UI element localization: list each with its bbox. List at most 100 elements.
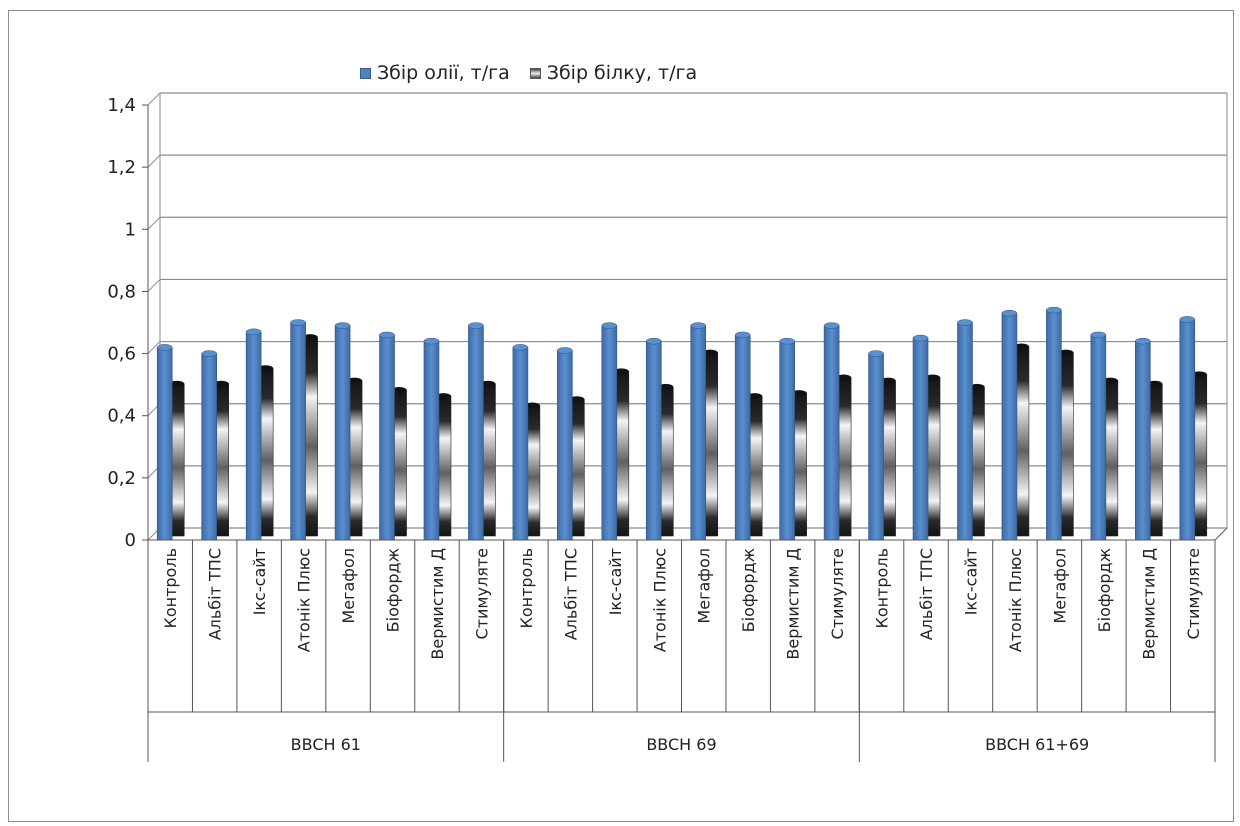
y-tick-label: 1	[125, 219, 136, 240]
category-label: Альбіт ТПС	[206, 548, 225, 640]
category-label: Вермистим Д	[1139, 548, 1158, 660]
protein-bar-cap	[702, 349, 718, 356]
oil-bar-cap	[734, 331, 751, 339]
y-tick-label: 0,6	[107, 344, 136, 365]
oil-bar-cap	[1001, 309, 1018, 317]
oil-bar-cap	[1179, 316, 1196, 323]
oil-bar-cap	[912, 334, 929, 342]
category-label: Контроль	[517, 548, 536, 629]
gridline-diag	[147, 279, 161, 292]
category-label: Біофордж	[384, 548, 403, 632]
legend-swatch-protein	[529, 67, 541, 79]
oil-bar-cap	[290, 319, 306, 326]
protein-bar-cap	[1013, 343, 1029, 350]
y-tick-label: 0	[125, 530, 136, 551]
oil-bar	[423, 340, 440, 541]
protein-bar-cap	[258, 365, 274, 372]
oil-bar	[290, 322, 306, 541]
category-label: Контроль	[161, 548, 180, 629]
oil-bar	[1135, 340, 1151, 541]
oil-bar-cap	[334, 322, 351, 329]
protein-bar-cap	[302, 334, 318, 341]
oil-bar-cap	[868, 350, 884, 357]
oil-bar-cap	[779, 337, 795, 345]
legend-item-oil: Збір олії, т/га	[360, 62, 510, 84]
category-label: Біофордж	[1095, 548, 1114, 632]
oil-bar-cap	[1090, 331, 1107, 339]
protein-bar-cap	[925, 374, 941, 381]
category-label: Ікс-сайт	[606, 548, 625, 615]
oil-bar-cap	[557, 347, 573, 354]
oil-bar-cap	[423, 337, 440, 345]
gridline-diag	[147, 341, 161, 354]
oil-bar	[957, 322, 973, 541]
category-label: Біофордж	[739, 548, 758, 632]
oil-bar	[1046, 309, 1062, 541]
category-label: Атонік Плюс	[295, 548, 314, 652]
oil-bar-cap	[1135, 337, 1151, 345]
protein-bar-cap	[836, 374, 852, 381]
oil-bar	[912, 337, 929, 541]
y-tick-label: 1,4	[107, 95, 136, 116]
category-label: Стимуляте	[828, 548, 847, 639]
category-label: Мегафол	[695, 548, 714, 624]
oil-bar-cap	[646, 337, 662, 345]
protein-bar-cap	[880, 377, 896, 384]
legend-item-protein: Збір білку, т/га	[529, 62, 698, 84]
protein-bar-cap	[347, 377, 363, 384]
oil-bar-cap	[823, 322, 840, 329]
protein-bar-cap	[1058, 349, 1074, 356]
protein-bar-cap	[435, 393, 451, 400]
protein-bar-cap	[1147, 380, 1163, 387]
category-label: Контроль	[873, 548, 892, 629]
protein-bar-cap	[1191, 371, 1207, 378]
group-label: BBCH 61+69	[985, 735, 1089, 754]
floor-edge	[1214, 527, 1228, 541]
protein-bar-cap	[747, 393, 763, 400]
oil-bar-cap	[156, 344, 173, 351]
oil-bar-cap	[1046, 306, 1062, 314]
category-label: Альбіт ТПС	[561, 548, 580, 640]
oil-bar-cap	[201, 350, 217, 357]
oil-bar	[1001, 312, 1018, 541]
category-label: Атонік Плюс	[1006, 548, 1025, 652]
oil-bar	[156, 347, 173, 541]
oil-bar-cap	[601, 322, 618, 329]
protein-bar-cap	[613, 368, 629, 375]
category-label: Ікс-сайт	[250, 548, 269, 615]
legend-swatch-oil	[360, 67, 371, 79]
legend-label-protein: Збір білку, т/га	[546, 62, 698, 84]
oil-bar	[734, 334, 751, 541]
oil-bar-cap	[957, 319, 973, 326]
oil-bar	[645, 340, 662, 541]
group-label: BBCH 69	[646, 735, 716, 754]
legend: Збір олії, т/га Збір білку, т/га	[360, 62, 697, 84]
category-label: Мегафол	[339, 548, 358, 624]
category-label: Стимуляте	[1184, 548, 1203, 639]
gridline-diag	[147, 154, 161, 168]
chart-frame	[8, 10, 1234, 822]
category-label: Альбіт ТПС	[917, 548, 936, 640]
y-tick-label: 0,4	[107, 406, 136, 427]
oil-bar	[868, 353, 884, 541]
oil-bar	[1090, 334, 1107, 541]
oil-bar-cap	[468, 322, 484, 329]
oil-bar-cap	[245, 328, 262, 336]
protein-bar-cap	[658, 383, 674, 390]
legend-label-oil: Збір олії, т/га	[377, 62, 510, 84]
oil-bar	[779, 340, 795, 541]
oil-bar	[1179, 319, 1196, 541]
oil-bar-cap	[512, 344, 529, 351]
protein-bar-cap	[480, 380, 496, 387]
oil-bar	[690, 325, 707, 541]
group-label: BBCH 61	[291, 735, 361, 754]
oil-bar	[601, 325, 618, 541]
category-label: Ікс-сайт	[961, 548, 980, 615]
oil-bar	[379, 334, 395, 541]
category-label: Атонік Плюс	[650, 548, 669, 652]
protein-bar-cap	[524, 402, 540, 409]
oil-bar-cap	[379, 331, 395, 339]
protein-bar-cap	[391, 386, 407, 393]
gridline-diag	[147, 92, 161, 106]
